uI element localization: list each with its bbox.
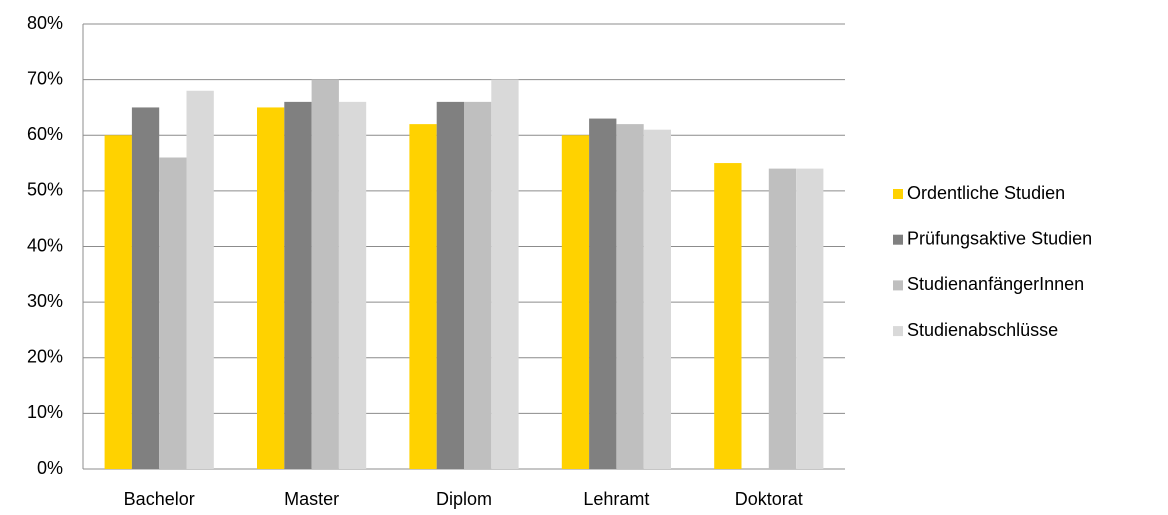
bar [491, 79, 519, 469]
bar [311, 79, 339, 469]
bar [768, 168, 797, 469]
x-tick-label: Diplom [436, 489, 492, 509]
bar [616, 124, 644, 469]
legend-swatch [893, 326, 903, 337]
bar [436, 101, 464, 469]
legend-swatch [893, 280, 903, 291]
y-tick-label: 20% [27, 347, 63, 367]
bar [104, 135, 132, 469]
x-tick-label: Bachelor [124, 489, 195, 509]
bar [714, 163, 742, 469]
bar [796, 168, 824, 469]
x-tick-label: Doktorat [735, 489, 803, 509]
bar [159, 157, 187, 469]
y-tick-label: 30% [27, 291, 63, 311]
bar [589, 118, 617, 469]
bar [284, 101, 312, 469]
y-tick-label: 70% [27, 68, 63, 88]
y-tick-label: 50% [27, 180, 63, 200]
y-tick-label: 40% [27, 235, 63, 255]
bar [131, 107, 160, 469]
legend-label: Studienabschlüsse [907, 320, 1058, 340]
y-tick-label: 10% [27, 402, 63, 422]
bar [257, 107, 285, 469]
legend-swatch [893, 189, 903, 199]
y-tick-label: 0% [37, 458, 63, 478]
legend-label: Ordentliche Studien [907, 183, 1065, 203]
bar [186, 90, 214, 469]
y-tick-label: 60% [27, 124, 63, 144]
bar [409, 124, 437, 469]
bar [561, 135, 590, 469]
legend-label: StudienanfängerInnen [907, 274, 1084, 294]
x-tick-label: Master [284, 489, 339, 509]
bar [464, 101, 492, 469]
bar [643, 129, 671, 469]
bar [338, 101, 367, 469]
x-tick-label: Lehramt [583, 489, 649, 509]
legend-label: Prüfungsaktive Studien [907, 228, 1092, 248]
legend-swatch [893, 234, 903, 245]
y-tick-label: 80% [27, 13, 63, 33]
